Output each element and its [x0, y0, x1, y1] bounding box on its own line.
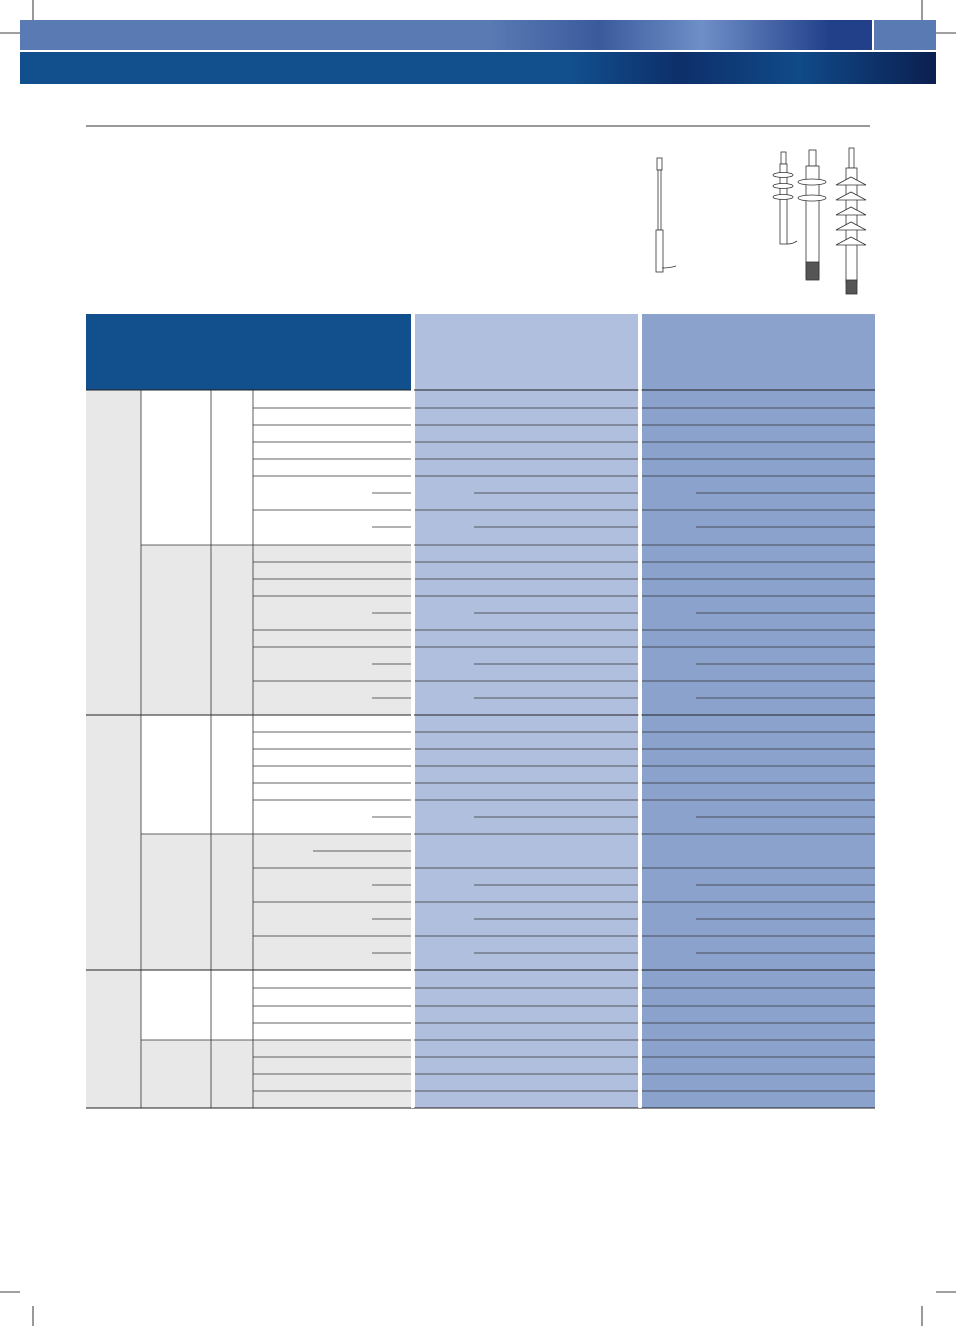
header-tab — [874, 20, 936, 50]
header-bar — [20, 20, 872, 50]
group-fill — [141, 390, 411, 545]
illustrations — [655, 147, 867, 295]
table-header-cell — [86, 314, 411, 390]
column-gap — [411, 314, 414, 1108]
table-header-cell — [415, 314, 638, 390]
table-header-cell — [642, 314, 875, 390]
table — [86, 314, 875, 1109]
group-fill — [141, 715, 411, 834]
column-gap — [638, 314, 642, 1108]
group-fill — [141, 970, 411, 1040]
header-band — [20, 52, 936, 84]
column-fill — [86, 390, 141, 1108]
